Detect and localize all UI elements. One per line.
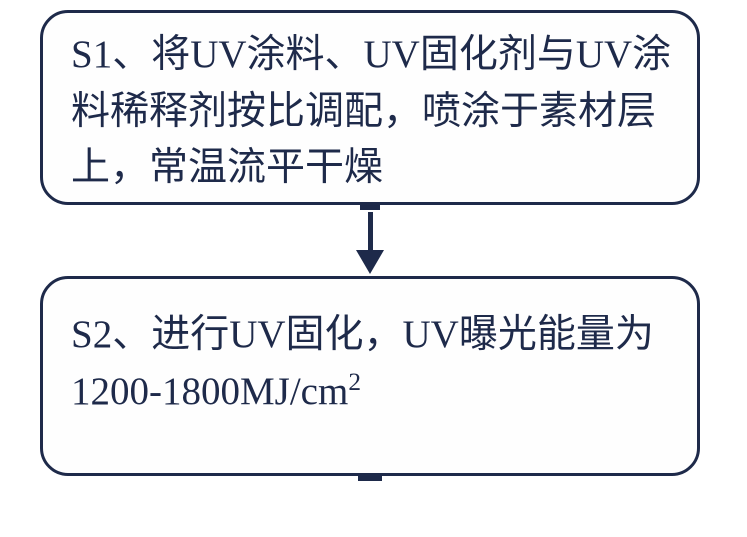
flow-node-s2: S2、进行UV固化，UV曝光能量为1200-1800MJ/cm2 [40, 276, 700, 476]
arrow-head-icon [356, 250, 384, 274]
arrow-shaft [368, 212, 373, 250]
arrow-top-tick [360, 205, 380, 210]
node-s2-text-prefix: S2、进行UV固化，UV曝光能量为1200-1800MJ/cm [71, 313, 654, 413]
flow-node-s1: S1、将UV涂料、UV固化剂与UV涂料稀释剂按比调配，喷涂于素材层上，常温流平干… [40, 10, 700, 205]
node-s2-superscript: 2 [348, 368, 361, 396]
flow-edge-s1-s2 [340, 205, 400, 277]
node-s1-text: S1、将UV涂料、UV固化剂与UV涂料稀释剂按比调配，喷涂于素材层上，常温流平干… [71, 33, 671, 189]
flowchart-container: S1、将UV涂料、UV固化剂与UV涂料稀释剂按比调配，喷涂于素材层上，常温流平干… [0, 0, 747, 537]
bottom-tick-mark [358, 476, 382, 481]
